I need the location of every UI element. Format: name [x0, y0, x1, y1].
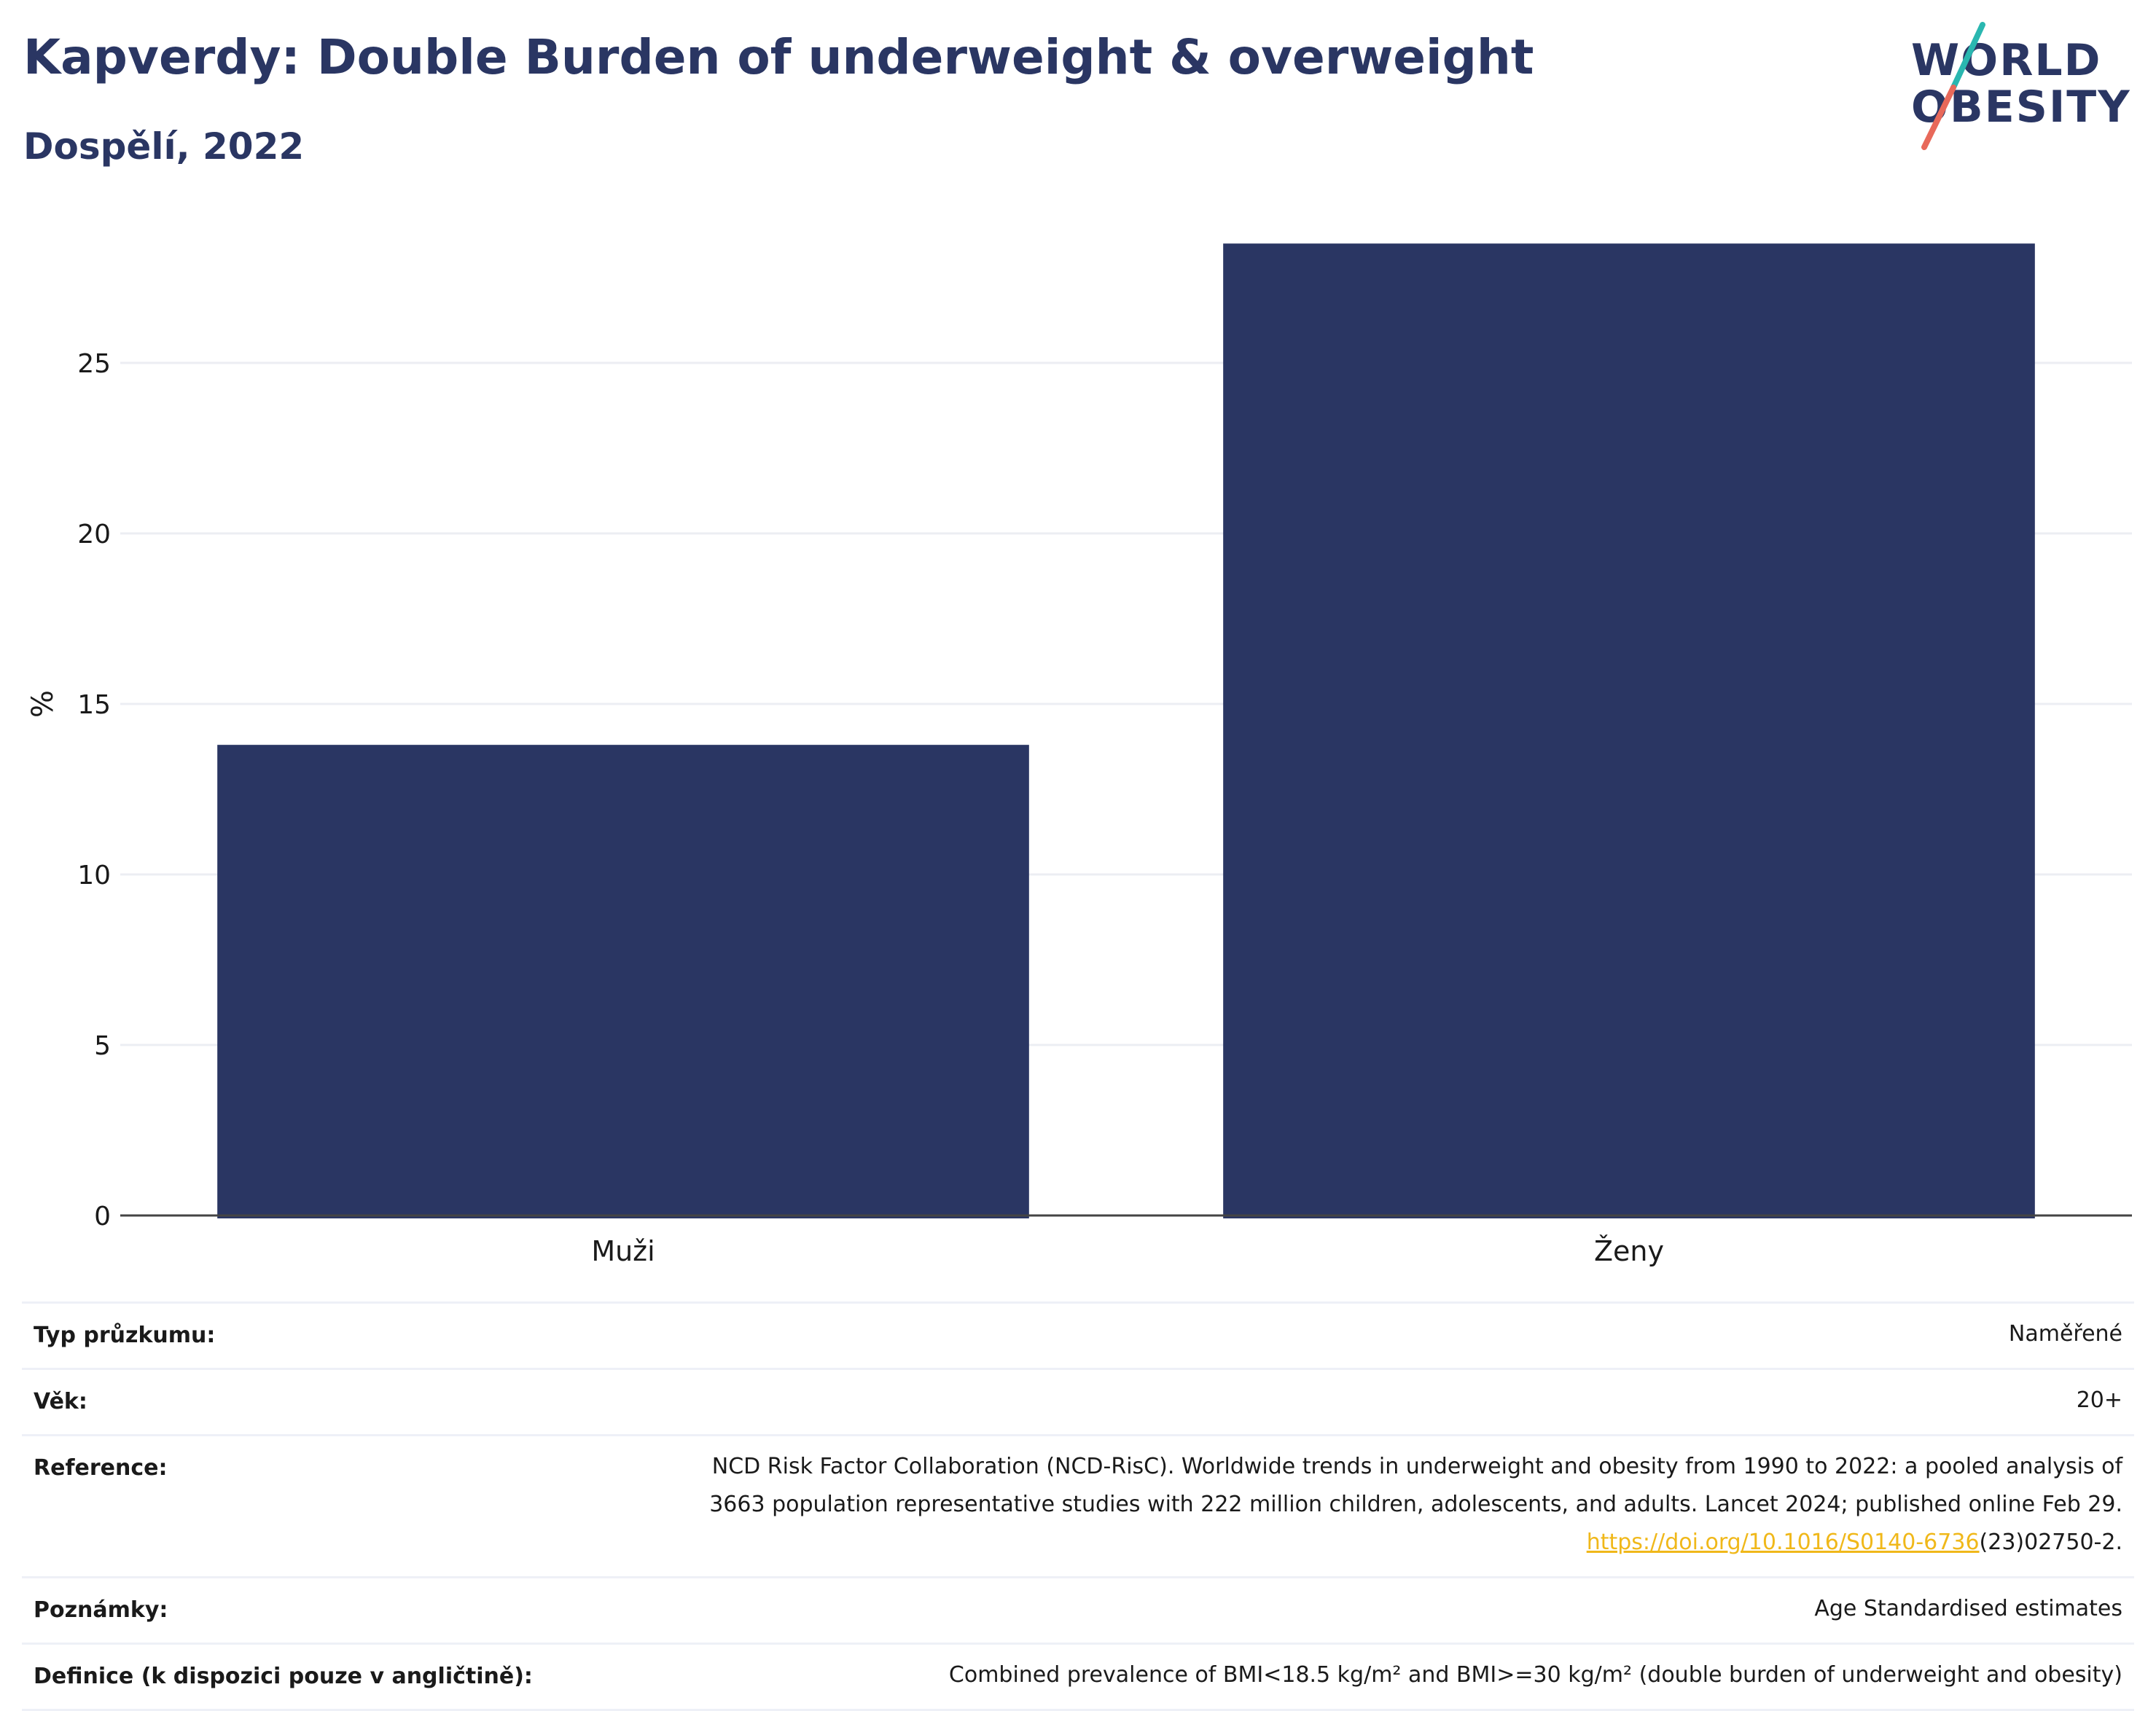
y-tick-label: 25 — [77, 349, 111, 379]
doi-link[interactable]: https://doi.org/10.1016/S0140-6736 — [1586, 1530, 1980, 1555]
y-tick-label: 15 — [77, 690, 111, 720]
logo-slash-icon — [1921, 22, 1985, 150]
x-tick-label: Muži — [591, 1235, 655, 1267]
info-label: Věk: — [34, 1389, 87, 1414]
axes: 0 5 10 15 20 25 Muži Ženy — [77, 349, 2132, 1267]
info-row-survey-type: Typ průzkumu: Naměřené — [22, 1301, 2134, 1368]
info-value: 20+ — [2076, 1387, 2122, 1413]
x-tick-label: Ženy — [1594, 1235, 1664, 1267]
info-value: NCD Risk Factor Collaboration (NCD-RisC)… — [709, 1448, 2122, 1562]
info-table: Typ průzkumu: Naměřené Věk: 20+ Referenc… — [22, 1301, 2134, 1711]
chart-title: Kapverdy: Double Burden of underweight &… — [23, 29, 1534, 85]
info-value: Age Standardised estimates — [1814, 1596, 2122, 1621]
doi-suffix: (23)02750-2. — [1979, 1530, 2122, 1555]
logo-text-obesity: OBESITY — [1911, 82, 2131, 133]
info-row-reference: Reference: NCD Risk Factor Collaboration… — [22, 1434, 2134, 1576]
world-obesity-logo: WORLD OBESITY — [1902, 22, 2143, 153]
info-row-age: Věk: 20+ — [22, 1368, 2134, 1434]
bar-chart: 0 5 10 15 20 25 Muži Ženy % — [26, 243, 2132, 1267]
chart-subtitle: Dospělí, 2022 — [23, 125, 305, 168]
reference-text-line2: 3663 population representative studies w… — [709, 1492, 2122, 1517]
y-tick-label: 5 — [94, 1031, 111, 1061]
y-axis-title: % — [26, 690, 60, 718]
info-value: Combined prevalence of BMI<18.5 kg/m² an… — [948, 1662, 2122, 1688]
info-label: Poznámky: — [34, 1597, 168, 1623]
info-row-definition: Definice (k dispozici pouze v angličtině… — [22, 1643, 2134, 1711]
logo-text-world: WORLD — [1911, 35, 2102, 86]
y-tick-label: 10 — [77, 861, 111, 890]
y-tick-label: 0 — [94, 1202, 111, 1232]
bars — [217, 243, 2035, 1219]
info-value: Naměřené — [2008, 1321, 2122, 1347]
y-axis-label: % — [26, 690, 60, 718]
info-label: Reference: — [34, 1455, 168, 1481]
info-label: Typ průzkumu: — [34, 1323, 216, 1348]
info-row-notes: Poznámky: Age Standardised estimates — [22, 1576, 2134, 1643]
y-tick-label: 20 — [77, 520, 111, 549]
bar-1 — [1223, 243, 2035, 1219]
bar-0 — [217, 745, 1029, 1218]
info-label: Definice (k dispozici pouze v angličtině… — [34, 1664, 533, 1689]
reference-text-line1: NCD Risk Factor Collaboration (NCD-RisC)… — [711, 1454, 2122, 1479]
